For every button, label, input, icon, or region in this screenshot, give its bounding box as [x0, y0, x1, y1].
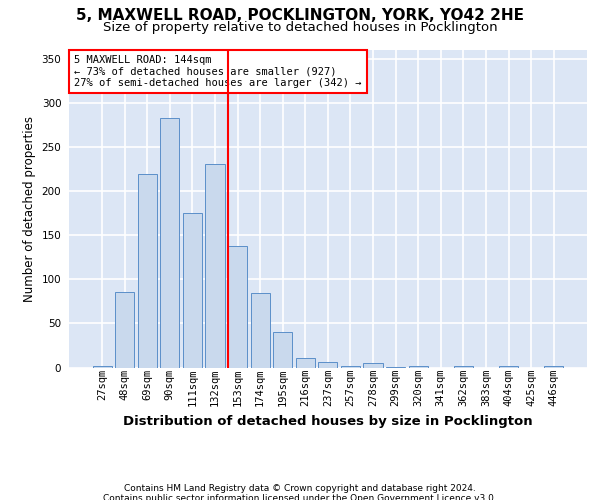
- Bar: [273, 332, 292, 368]
- Text: 5, MAXWELL ROAD, POCKLINGTON, YORK, YO42 2HE: 5, MAXWELL ROAD, POCKLINGTON, YORK, YO42…: [76, 8, 524, 22]
- Bar: [364, 363, 383, 368]
- Bar: [319, 362, 337, 368]
- Bar: [228, 246, 247, 368]
- Bar: [341, 366, 360, 368]
- Bar: [205, 164, 224, 368]
- Bar: [251, 292, 270, 368]
- X-axis label: Distribution of detached houses by size in Pocklington: Distribution of detached houses by size …: [123, 414, 533, 428]
- Bar: [137, 174, 157, 368]
- Bar: [454, 366, 473, 368]
- Text: Contains public sector information licensed under the Open Government Licence v3: Contains public sector information licen…: [103, 494, 497, 500]
- Bar: [544, 366, 563, 368]
- Bar: [183, 213, 202, 368]
- Bar: [296, 358, 315, 368]
- Bar: [499, 366, 518, 368]
- Text: Size of property relative to detached houses in Pocklington: Size of property relative to detached ho…: [103, 21, 497, 34]
- Bar: [386, 366, 405, 368]
- Bar: [92, 366, 112, 368]
- Text: Contains HM Land Registry data © Crown copyright and database right 2024.: Contains HM Land Registry data © Crown c…: [124, 484, 476, 493]
- Bar: [160, 118, 179, 368]
- Bar: [409, 366, 428, 368]
- Y-axis label: Number of detached properties: Number of detached properties: [23, 116, 36, 302]
- Bar: [115, 292, 134, 368]
- Text: 5 MAXWELL ROAD: 144sqm
← 73% of detached houses are smaller (927)
27% of semi-de: 5 MAXWELL ROAD: 144sqm ← 73% of detached…: [74, 55, 362, 88]
